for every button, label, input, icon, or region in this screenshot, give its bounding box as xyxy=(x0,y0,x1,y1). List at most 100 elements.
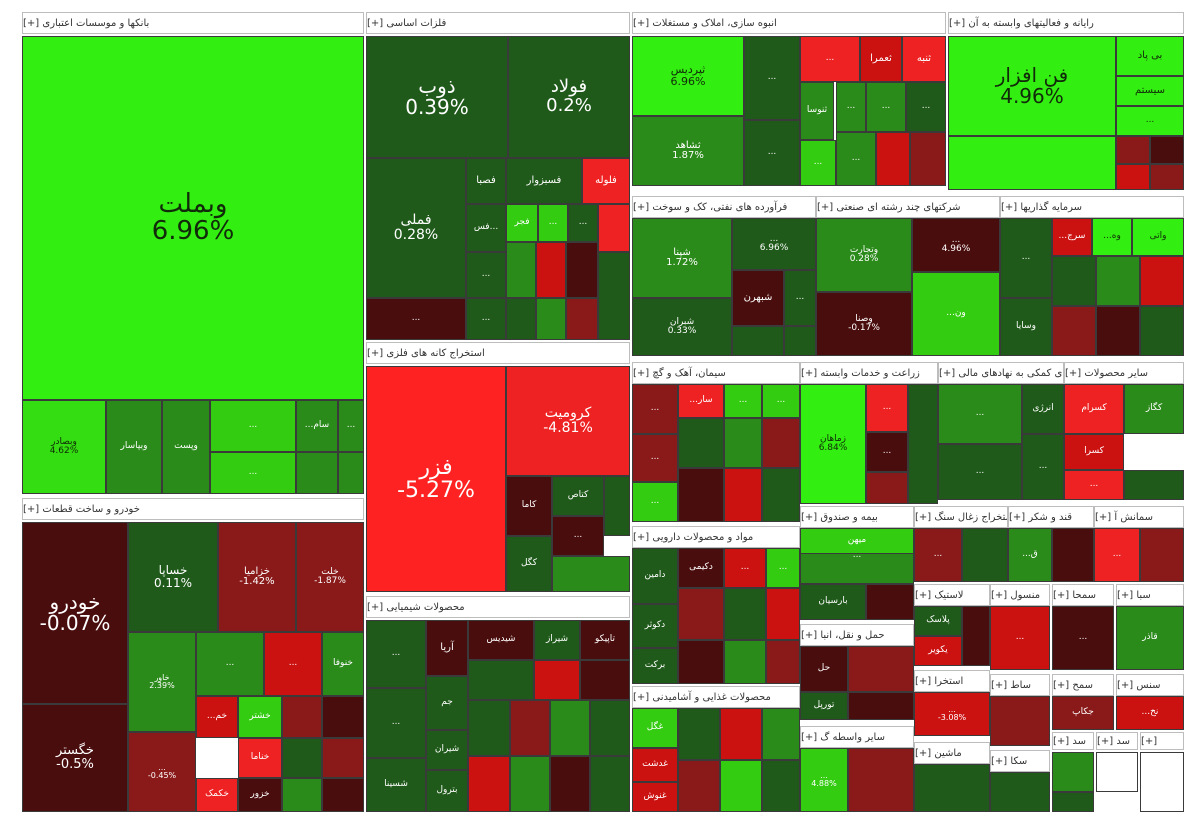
treemap-cell-small[interactable] xyxy=(282,696,322,738)
treemap-cell-small[interactable] xyxy=(1116,164,1150,190)
stock-tile[interactable]: برکت xyxy=(632,648,678,684)
treemap-cell-small[interactable] xyxy=(506,242,536,298)
stock-tile[interactable]: شبران 0.33% xyxy=(632,298,732,356)
stock-tile[interactable]: غدشت xyxy=(632,748,678,782)
sector-header[interactable]: قند و شکر [+] xyxy=(1008,506,1094,528)
treemap-cell-small[interactable] xyxy=(536,298,566,340)
sector-header[interactable]: فرآورده های نفتی، کک و سوخت [+] xyxy=(632,196,816,218)
treemap-cell-small[interactable] xyxy=(510,700,550,756)
treemap-cell-small[interactable] xyxy=(590,756,630,812)
stock-tile[interactable]: دکیمی xyxy=(678,548,724,588)
treemap-cell-small[interactable] xyxy=(322,696,364,738)
treemap-cell-small[interactable] xyxy=(322,738,364,778)
treemap-cell-small[interactable] xyxy=(1150,164,1184,190)
stock-tile[interactable]: ... xyxy=(866,384,908,432)
stock-tile[interactable]: ثعمرا xyxy=(860,36,902,82)
stock-tile[interactable]: خزامیا -1.42% xyxy=(218,522,296,632)
treemap-cell-small[interactable] xyxy=(962,528,1008,582)
treemap-cell-small[interactable] xyxy=(468,660,534,700)
stock-tile[interactable]: ... -0.45% xyxy=(128,732,196,812)
treemap-cell-small[interactable] xyxy=(322,778,364,812)
stock-tile[interactable]: ...سار xyxy=(678,384,724,418)
stock-tile[interactable]: ... xyxy=(744,36,800,120)
stock-tile[interactable]: وپست xyxy=(162,400,210,494)
treemap-cell-small[interactable] xyxy=(566,298,598,340)
sector-header[interactable]: [+] xyxy=(1140,732,1184,750)
stock-tile[interactable]: فصبا xyxy=(466,158,506,204)
stock-tile[interactable]: فن افزار 4.96% xyxy=(948,36,1116,136)
stock-tile[interactable]: فولاد 0.2% xyxy=(508,36,630,158)
stock-tile[interactable]: خساپا 0.11% xyxy=(128,522,218,632)
stock-tile[interactable]: ... xyxy=(210,452,296,494)
stock-tile[interactable]: ثنوسا xyxy=(800,82,834,140)
stock-tile[interactable]: وبملت 6.96% xyxy=(22,36,364,400)
treemap-cell-small[interactable] xyxy=(1052,752,1094,792)
stock-tile[interactable]: ... xyxy=(552,516,604,556)
treemap-cell-small[interactable] xyxy=(724,640,766,684)
stock-tile[interactable]: جم xyxy=(426,676,468,730)
stock-tile[interactable]: خگستر -0.5% xyxy=(22,704,128,812)
stock-tile[interactable]: غگل xyxy=(632,708,678,748)
sector-header[interactable]: حمل و نقل، انبا [+] xyxy=(800,624,914,646)
stock-tile[interactable]: تاپیکو xyxy=(580,620,630,660)
sector-header[interactable]: انبوه سازی، املاک و مستغلات [+] xyxy=(632,12,946,34)
stock-tile[interactable]: شیران xyxy=(426,730,468,770)
stock-tile[interactable]: فس... xyxy=(466,204,506,252)
sector-header[interactable]: سایر محصولات [+] xyxy=(1064,362,1184,384)
stock-tile[interactable]: حل xyxy=(800,646,848,692)
stock-tile[interactable]: کگل xyxy=(506,536,552,592)
stock-tile[interactable]: غنوش xyxy=(632,782,678,812)
stock-tile[interactable]: شپنا 1.72% xyxy=(632,218,732,298)
treemap-cell-small[interactable] xyxy=(1140,752,1184,812)
sector-header[interactable]: استخراج کانه های فلزی [+] xyxy=(366,342,630,364)
sector-header[interactable]: سمحا [+] xyxy=(1052,584,1114,606)
sector-header[interactable]: سد [+] xyxy=(1052,732,1094,750)
treemap-cell-small[interactable] xyxy=(468,756,510,812)
treemap-cell-small[interactable] xyxy=(724,468,762,522)
stock-tile[interactable]: کگاز xyxy=(1124,384,1184,434)
stock-tile[interactable]: شبهرن xyxy=(732,270,784,326)
stock-tile[interactable]: بارسیان xyxy=(800,584,866,620)
stock-tile[interactable]: ... xyxy=(568,204,598,242)
treemap-cell-small[interactable] xyxy=(914,764,990,812)
stock-tile[interactable]: شیدیس xyxy=(468,620,534,660)
sector-header[interactable]: سد [+] xyxy=(1096,732,1138,750)
stock-tile[interactable]: ذوب 0.39% xyxy=(366,36,508,158)
stock-tile[interactable]: ... xyxy=(1064,470,1124,500)
stock-tile[interactable]: فملی 0.28% xyxy=(366,158,466,298)
treemap-cell-small[interactable] xyxy=(1124,470,1184,500)
treemap-cell-small[interactable] xyxy=(1096,752,1138,792)
stock-tile[interactable]: ... xyxy=(466,252,506,298)
treemap-cell-small[interactable] xyxy=(468,700,510,756)
treemap-cell-small[interactable] xyxy=(990,772,1050,812)
stock-tile[interactable]: خشتر xyxy=(238,696,282,738)
stock-tile[interactable]: واتی xyxy=(1132,218,1184,256)
sector-header[interactable]: فعالیتهای کمکی به نهادهای مالی [+] xyxy=(938,362,1064,384)
treemap-cell-small[interactable] xyxy=(848,646,914,692)
stock-tile[interactable]: خودرو -0.07% xyxy=(22,522,128,704)
stock-tile[interactable]: ... xyxy=(762,384,800,418)
treemap-cell-small[interactable] xyxy=(678,640,724,684)
stock-tile[interactable]: ... xyxy=(366,620,426,688)
treemap-cell-small[interactable] xyxy=(678,588,724,640)
stock-tile[interactable]: ... xyxy=(724,548,766,588)
stock-tile[interactable]: خناما xyxy=(238,738,282,778)
stock-tile[interactable]: ... xyxy=(538,204,568,242)
treemap-cell-small[interactable] xyxy=(1140,528,1184,582)
sector-header[interactable]: استخراج زغال سنگ [+] xyxy=(914,506,1008,528)
stock-tile[interactable]: فسبزوار xyxy=(506,158,582,204)
stock-tile[interactable]: ... xyxy=(1022,434,1064,500)
treemap-cell-small[interactable] xyxy=(762,760,800,812)
treemap-cell-small[interactable] xyxy=(1052,306,1096,356)
stock-tile[interactable]: ...ق xyxy=(1008,528,1052,582)
treemap-cell-small[interactable] xyxy=(338,452,364,494)
treemap-cell-small[interactable] xyxy=(762,708,800,760)
treemap-cell-small[interactable] xyxy=(536,242,566,298)
stock-tile[interactable]: ... xyxy=(836,82,866,132)
treemap-cell-small[interactable] xyxy=(678,708,720,760)
treemap-cell-small[interactable] xyxy=(1052,792,1094,812)
treemap-cell-small[interactable] xyxy=(678,418,724,468)
treemap-cell-small[interactable] xyxy=(724,418,762,468)
stock-tile[interactable]: ... xyxy=(800,140,836,186)
treemap-cell-small[interactable] xyxy=(296,452,338,494)
